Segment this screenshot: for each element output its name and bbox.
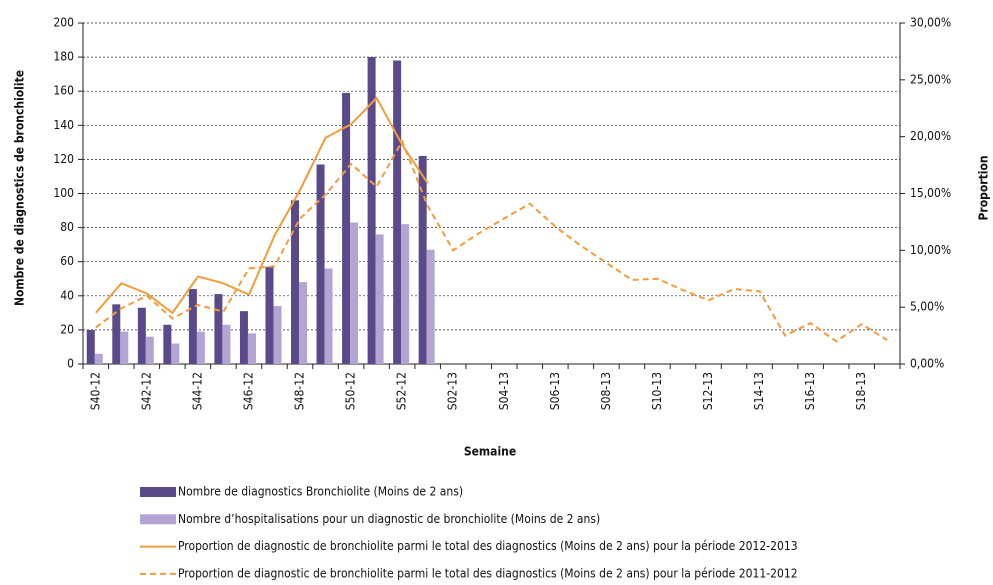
- bar: [418, 155, 427, 364]
- bar: [401, 224, 410, 364]
- legend-swatch: [140, 487, 176, 497]
- x-tick-label: S14-13: [752, 372, 766, 410]
- x-tick-label: S10-13: [650, 372, 664, 410]
- y-tick-label: 40: [60, 288, 74, 302]
- y-tick-label: 120: [53, 152, 74, 166]
- y-tick-label: 0: [67, 357, 74, 371]
- bar: [367, 57, 376, 364]
- x-tick-label: S50-12: [344, 372, 358, 410]
- bar: [350, 222, 359, 364]
- bar: [171, 343, 180, 364]
- y2-tick-label: 25,00%: [910, 72, 951, 86]
- x-tick-label: S42-12: [139, 372, 153, 410]
- bar: [299, 282, 308, 364]
- bar: [265, 266, 274, 364]
- bar: [196, 331, 205, 364]
- x-tick-label: S46-12: [241, 372, 255, 410]
- bar: [188, 288, 197, 364]
- bar: [222, 324, 231, 364]
- bar: [137, 307, 146, 364]
- x-tick-label: S52-12: [395, 372, 409, 410]
- legend-label: Proportion de diagnostic de bronchiolite…: [178, 566, 798, 580]
- x-tick-label: S44-12: [190, 372, 204, 410]
- bar: [214, 294, 223, 364]
- y2-tick-label: 15,00%: [910, 186, 951, 200]
- y-axis-label: Nombre de diagnostics de bronchiolite: [13, 70, 27, 306]
- y-tick-label: 80: [60, 220, 74, 234]
- bar: [375, 234, 384, 364]
- bar: [291, 200, 300, 364]
- x-tick-label: S06-13: [548, 372, 562, 410]
- bar: [163, 324, 172, 364]
- y2-tick-label: 10,00%: [910, 243, 951, 257]
- y-tick-label: 180: [53, 50, 74, 64]
- y-tick-label: 60: [60, 254, 74, 268]
- x-tick-label: S48-12: [293, 372, 307, 410]
- bar: [316, 164, 325, 364]
- x-axis-label: Semaine: [464, 445, 516, 459]
- x-tick-label: S12-13: [701, 372, 715, 410]
- x-tick-label: S08-13: [599, 372, 613, 410]
- x-tick-label: S40-12: [88, 372, 102, 410]
- y-tick-label: 140: [53, 118, 74, 132]
- y-tick-label: 20: [60, 322, 74, 336]
- y2-axis-label: Proportion: [977, 155, 991, 220]
- bar: [120, 331, 129, 364]
- bar: [247, 333, 256, 364]
- x-tick-label: S02-13: [446, 372, 460, 410]
- bar: [112, 304, 121, 364]
- y-tick-label: 100: [53, 186, 74, 200]
- bar: [86, 329, 95, 364]
- x-tick-label: S16-13: [803, 372, 817, 410]
- legend-label: Nombre d’hospitalisations pour un diagno…: [178, 512, 600, 526]
- bar: [324, 268, 333, 364]
- bar: [145, 336, 154, 364]
- y2-tick-label: 30,00%: [910, 16, 951, 30]
- bar: [426, 249, 435, 364]
- y-tick-label: 160: [53, 84, 74, 98]
- line: [95, 96, 429, 315]
- bar: [342, 92, 351, 364]
- y2-tick-label: 20,00%: [910, 129, 951, 143]
- x-tick-label: S04-13: [497, 372, 511, 410]
- legend-label: Nombre de diagnostics Bronchiolite (Moin…: [178, 485, 463, 499]
- bar: [273, 306, 282, 364]
- y2-tick-label: 5,00%: [910, 300, 944, 314]
- y-tick-label: 200: [53, 16, 74, 30]
- legend-label: Proportion de diagnostic de bronchiolite…: [178, 539, 798, 553]
- y2-tick-label: 0,00%: [910, 357, 944, 371]
- bar: [239, 311, 248, 364]
- legend-swatch: [140, 514, 176, 525]
- x-tick-label: S18-13: [854, 372, 868, 410]
- bar: [393, 60, 402, 364]
- bar: [94, 353, 103, 364]
